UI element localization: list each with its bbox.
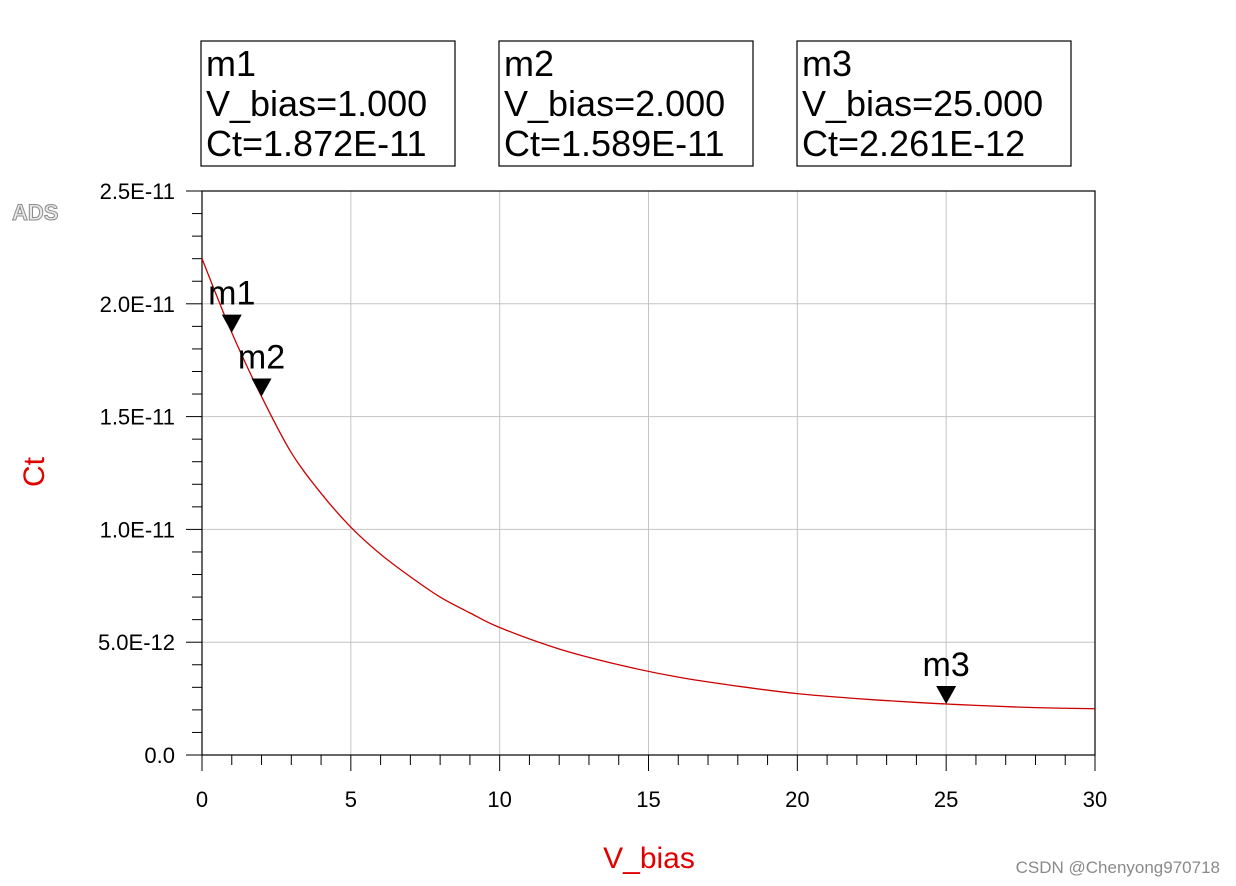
minor-ticks [186, 190, 1096, 771]
marker-box-name: m2 [504, 43, 554, 84]
x-tick-label: 5 [345, 787, 357, 812]
grid [202, 191, 1095, 755]
y-axis-title: Ct [18, 456, 51, 487]
x-tick-label: 10 [487, 787, 511, 812]
plot-frame [201, 190, 1096, 756]
marker-label: m2 [238, 339, 285, 377]
y-tick-label: 1.0E-11 [100, 517, 175, 542]
marker-triangle [221, 314, 242, 333]
marker-box-ct: Ct=1.872E-11 [206, 123, 426, 164]
y-tick-label: 5.0E-12 [98, 630, 175, 655]
x-tick-label: 25 [934, 787, 958, 812]
marker-box-name: m1 [206, 43, 256, 84]
markers: m1 m2 m3 [208, 275, 970, 704]
ads-logo: ADS [12, 200, 58, 225]
marker-box-m2: m2 V_bias=2.000 Ct=1.589E-11 [498, 40, 754, 167]
marker-box-vbias: V_bias=1.000 [206, 83, 427, 124]
marker-box-vbias: V_bias=25.000 [802, 83, 1043, 124]
y-tick-label: 1.5E-11 [100, 405, 175, 430]
x-tick-label: 15 [636, 787, 660, 812]
marker-triangle [251, 378, 272, 397]
marker-label: m3 [923, 646, 970, 684]
y-tick-label: 2.0E-11 [100, 292, 175, 317]
x-tick-label: 30 [1083, 787, 1107, 812]
y-tick-label: 2.5E-11 [100, 179, 175, 204]
marker-triangle [936, 685, 957, 704]
x-axis-title: V_bias [603, 842, 695, 875]
x-tick-label: 20 [785, 787, 809, 812]
marker-label: m1 [208, 275, 255, 313]
marker-box-ct: Ct=1.589E-11 [504, 123, 724, 164]
marker-box-ct: Ct=2.261E-12 [802, 123, 1025, 164]
series [201, 258, 1096, 710]
tick-labels: 0 5 10 15 20 25 30 0.0 5.0E-12 1.0E-11 1.5E-11 2.0E… [98, 179, 1107, 812]
x-tick-label: 0 [196, 787, 208, 812]
marker-box-vbias: V_bias=2.000 [504, 83, 725, 124]
marker-box-m1: m1 V_bias=1.000 Ct=1.872E-11 [200, 40, 456, 167]
y-tick-label: 0.0 [144, 743, 175, 768]
series-line [201, 258, 1096, 710]
watermark: CSDN @Chenyong970718 [1015, 858, 1220, 877]
marker-box-m3: m3 V_bias=25.000 Ct=2.261E-12 [796, 40, 1072, 167]
marker-box-name: m3 [802, 43, 852, 84]
